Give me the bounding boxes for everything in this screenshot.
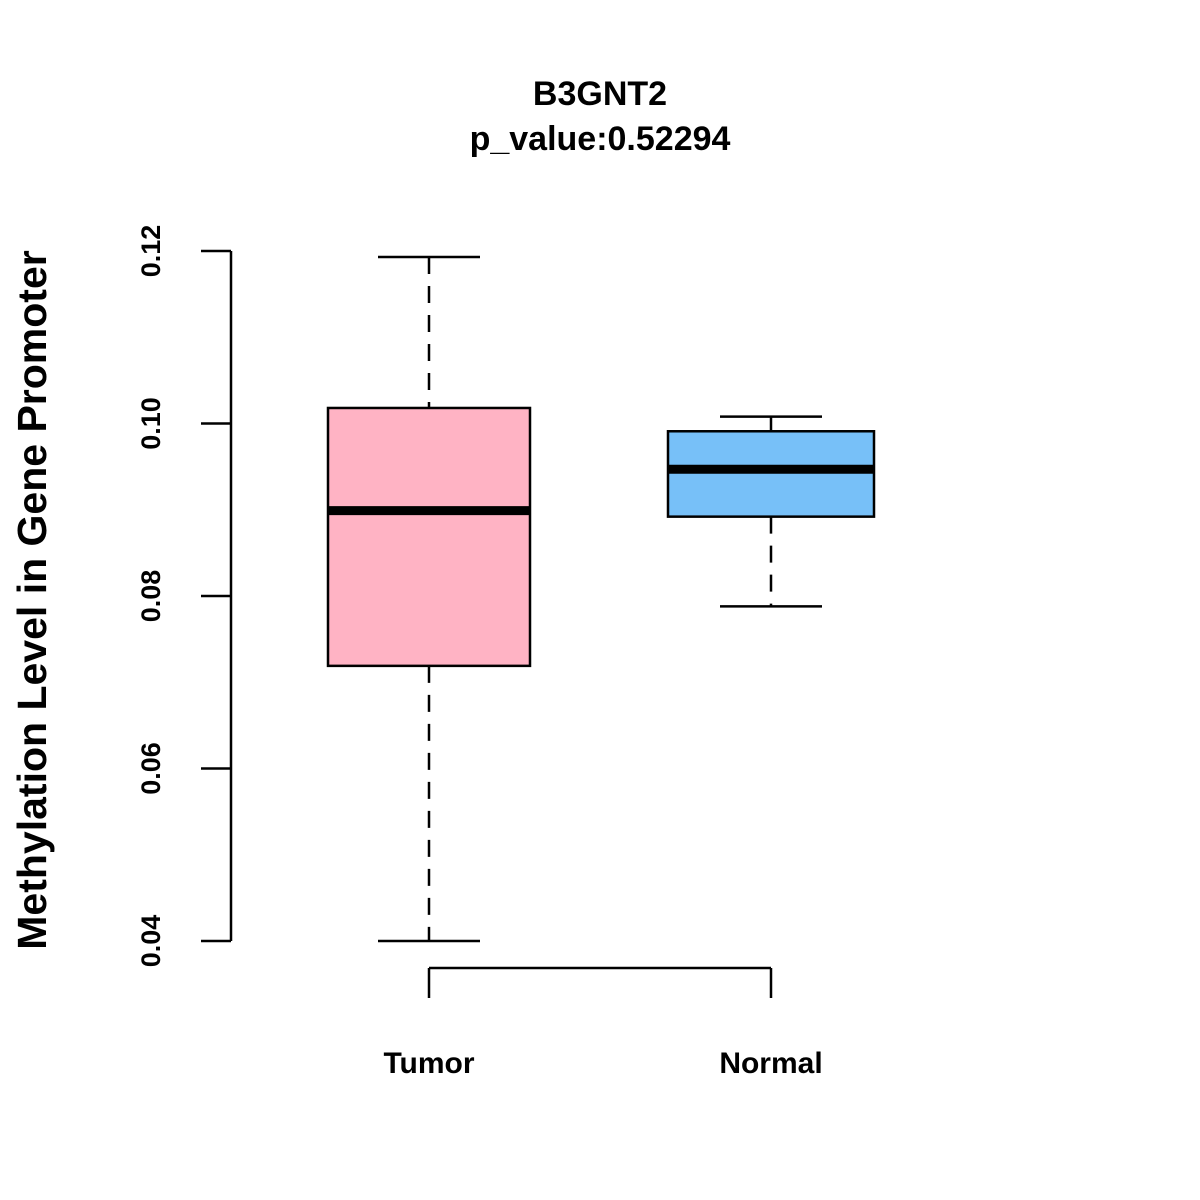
x-axis: Tumor Normal <box>383 966 823 1080</box>
y-axis-label: Methylation Level in Gene Promoter <box>9 250 55 949</box>
y-tick-label: 0.10 <box>136 397 166 450</box>
box-tumor <box>326 255 532 943</box>
boxes <box>326 255 876 943</box>
y-tick-label: 0.12 <box>136 225 166 278</box>
chart-subtitle: p_value:0.52294 <box>470 120 731 158</box>
iqr-box <box>326 406 532 668</box>
box-normal <box>666 415 876 608</box>
x-tick-label: Tumor <box>383 1047 474 1080</box>
y-tick-label: 0.08 <box>136 570 166 623</box>
y-tick-label: 0.06 <box>136 742 166 795</box>
iqr-box <box>666 430 876 518</box>
y-axis: 0.04 0.06 0.08 0.10 0.12 <box>136 225 233 968</box>
chart-title: B3GNT2 <box>533 75 667 113</box>
y-tick-label: 0.04 <box>136 915 166 968</box>
x-tick-label: Normal <box>719 1047 822 1080</box>
